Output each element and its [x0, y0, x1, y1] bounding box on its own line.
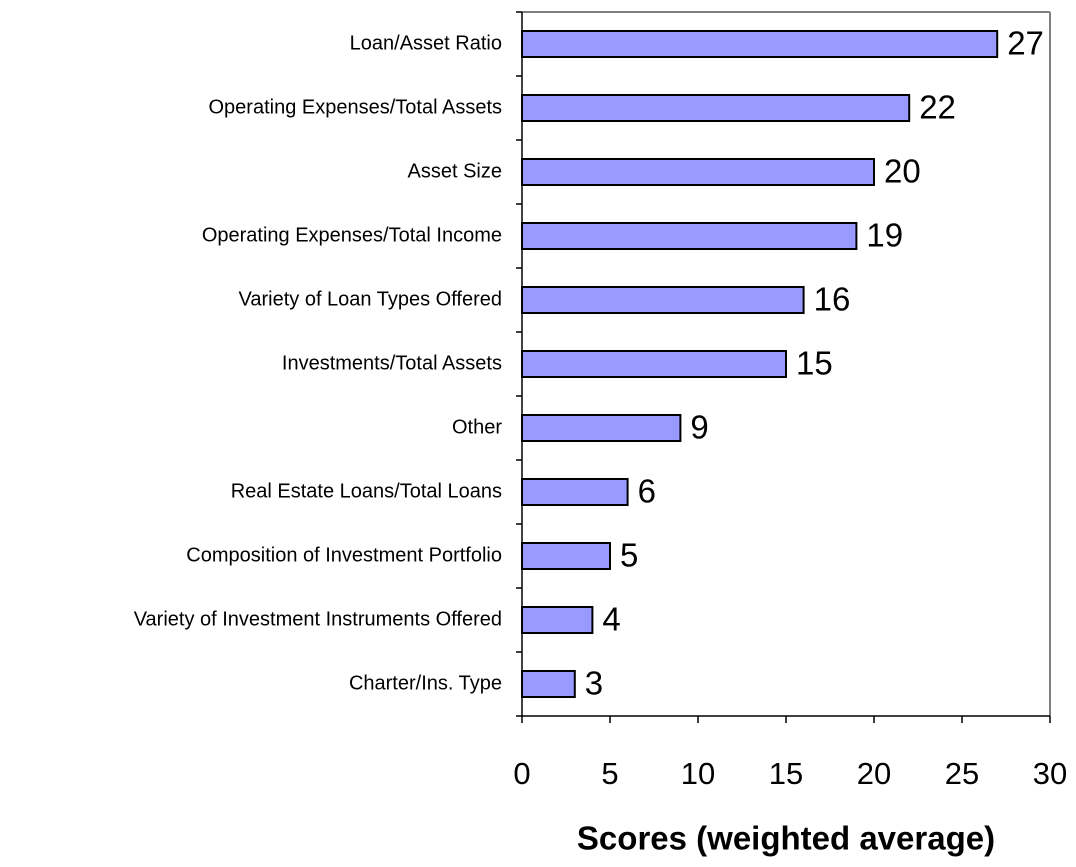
y-tick-label: Operating Expenses/Total Assets — [209, 96, 503, 118]
y-tick-label: Charter/Ins. Type — [349, 672, 502, 694]
value-label: 19 — [866, 217, 903, 254]
value-label: 22 — [919, 89, 956, 126]
x-tick-label: 15 — [769, 756, 803, 791]
y-tick-label: Other — [452, 416, 502, 438]
y-tick-label: Loan/Asset Ratio — [350, 32, 502, 54]
bar — [521, 606, 594, 634]
x-tick-label: 10 — [681, 756, 715, 791]
y-tick-label: Asset Size — [408, 160, 502, 182]
value-label: 5 — [620, 537, 638, 574]
value-label: 3 — [585, 665, 603, 702]
x-axis-title: Scores (weighted average) — [577, 820, 995, 857]
y-tick-label: Operating Expenses/Total Income — [202, 224, 502, 246]
value-label: 15 — [796, 345, 833, 382]
y-tick-label: Investments/Total Assets — [282, 352, 502, 374]
bar — [521, 350, 787, 378]
y-tick-label: Variety of Investment Instruments Offere… — [134, 608, 502, 630]
bar — [521, 542, 611, 570]
bar — [521, 286, 805, 314]
x-tick-label: 20 — [857, 756, 891, 791]
bar — [521, 30, 999, 58]
bar — [521, 478, 629, 506]
value-label: 27 — [1007, 25, 1044, 62]
value-label: 20 — [884, 153, 921, 190]
value-label: 6 — [638, 473, 656, 510]
value-label: 16 — [814, 281, 851, 318]
bar — [521, 670, 576, 698]
x-tick-label: 30 — [1033, 756, 1067, 791]
value-label: 9 — [690, 409, 708, 446]
y-tick-label: Real Estate Loans/Total Loans — [231, 480, 502, 502]
value-label: 4 — [602, 601, 620, 638]
y-tick-label: Composition of Investment Portfolio — [186, 544, 502, 566]
bar — [521, 158, 875, 186]
bar — [521, 94, 911, 122]
y-tick-label: Variety of Loan Types Offered — [239, 288, 503, 310]
x-tick-label: 25 — [945, 756, 979, 791]
x-tick-label: 0 — [513, 756, 530, 791]
bar — [521, 222, 858, 250]
bar — [521, 414, 682, 442]
x-tick-label: 5 — [601, 756, 618, 791]
